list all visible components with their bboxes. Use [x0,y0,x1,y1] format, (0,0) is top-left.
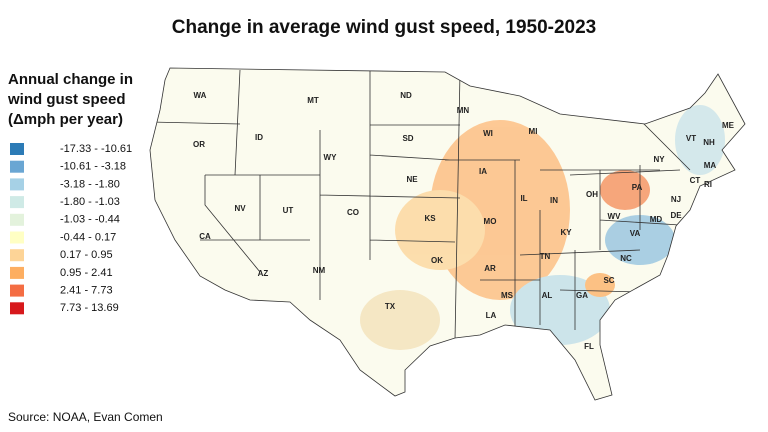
state-label: MA [704,161,717,170]
legend: Annual change in wind gust speed (Δmph per… [7,71,133,315]
legend-label: 2.41 - 7.73 [60,285,113,297]
state-label: OK [431,256,443,265]
state-label: GA [576,291,588,300]
state-label: ME [722,121,735,130]
legend-swatch [10,266,24,279]
legend-label: -1.80 - -1.03 [60,196,120,208]
state-label: WA [194,91,207,100]
state-label: UT [283,206,294,215]
state-label: AR [484,264,496,273]
legend-label: -0.44 - 0.17 [60,231,116,243]
state-label: AZ [258,269,269,278]
legend-label: -3.18 - -1.80 [60,178,120,190]
state-label: NV [234,204,246,213]
state-label: WI [483,129,493,138]
state-label: CA [199,232,211,241]
legend-label: 0.95 - 2.41 [60,267,113,279]
legend-swatch [10,143,24,155]
state-label: CO [347,208,359,217]
state-label: FL [584,342,594,351]
legend-label: 7.73 - 13.69 [60,302,119,314]
state-label: VT [686,134,696,143]
state-label: IA [479,167,487,176]
legend-swatch [10,160,24,173]
legend-label: -10.61 - -3.18 [60,161,126,173]
state-label: DE [670,211,682,220]
state-label: NE [406,175,418,184]
legend-label: -1.03 - -0.44 [60,214,120,226]
state-label: IN [550,196,558,205]
state-label: KY [560,228,572,237]
shading [360,105,725,350]
legend-swatch [10,302,24,315]
legend-swatch [10,196,24,209]
state-label: CT [690,176,701,185]
state-label: ID [255,133,263,142]
legend-label: -17.33 - -10.61 [60,143,132,155]
state-label: IL [520,194,527,203]
state-label: NM [313,266,326,275]
state-label: WY [324,153,338,162]
state-label: WV [608,212,622,221]
legend-title: wind gust speed [7,91,126,108]
state-label: OR [193,140,205,149]
state-label: PA [632,183,643,192]
state-label: OH [586,190,598,199]
legend-label: 0.17 - 0.95 [60,249,113,261]
legend-title: Annual change in [8,71,133,88]
state-label: TX [385,302,396,311]
state-label: ND [400,91,412,100]
state-label: SC [603,276,614,285]
legend-swatch [10,178,24,191]
state-label: MT [307,96,319,105]
us-map [149,67,746,401]
state-label: VA [630,229,641,238]
state-label: MD [650,215,663,224]
legend-swatch [10,213,24,226]
legend-swatch [10,249,24,262]
state-label: NC [620,254,632,263]
state-borders [150,69,691,345]
state-label: AL [542,291,553,300]
state-label: TN [540,252,551,261]
state-label: NH [703,138,715,147]
state-label: SD [402,134,413,143]
state-label: MI [529,127,538,136]
state-label: KS [424,214,436,223]
legend-title: (Δmph per year) [8,111,123,128]
state-label: NY [653,155,665,164]
state-label: MN [457,106,470,115]
state-label: MO [484,217,497,226]
source-note: Source: NOAA, Evan Comen [8,410,163,424]
state-label: LA [486,311,497,320]
legend-swatch [10,231,24,244]
state-label: MS [501,291,514,300]
legend-swatch [10,284,24,297]
state-label: RI [704,180,712,189]
state-label: NJ [671,195,681,204]
map-title: Change in average wind gust speed, 1950-… [172,17,597,38]
